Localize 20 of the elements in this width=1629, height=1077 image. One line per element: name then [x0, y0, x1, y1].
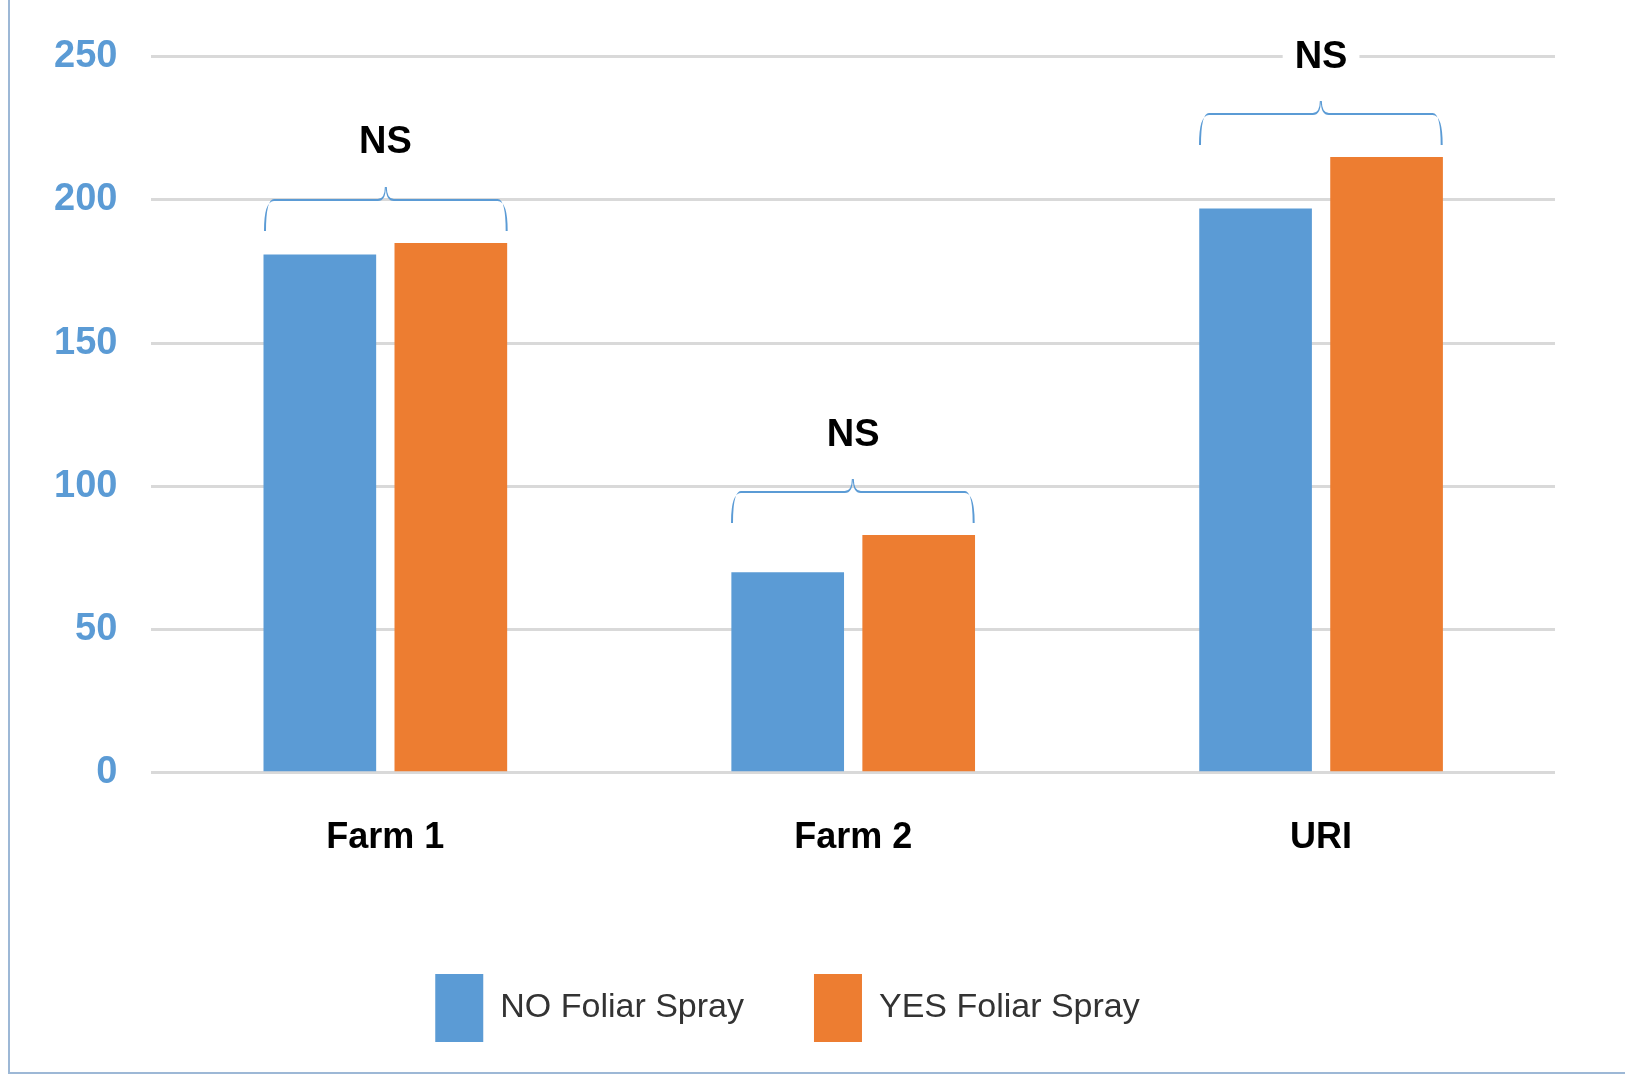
y-tick-label: 150: [54, 319, 118, 362]
bar: [263, 254, 377, 772]
y-tick-label: 250: [54, 33, 118, 76]
x-tick-label: Farm 1: [326, 815, 445, 857]
bar: [1330, 157, 1443, 772]
y-tick-label: 200: [54, 176, 118, 219]
y-tick-label: 0: [96, 749, 118, 792]
bar: [394, 242, 508, 772]
annotation: NS: [826, 411, 880, 454]
legend-label: NO Foliar Spray: [500, 986, 744, 1025]
bar: [1199, 208, 1312, 772]
x-tick-label: Farm 2: [794, 815, 913, 857]
bar: [731, 572, 845, 772]
y-tick-label: 100: [54, 462, 118, 505]
annotation: NS: [358, 119, 412, 162]
bar: [862, 535, 976, 772]
y-tick-label: 50: [75, 606, 118, 649]
x-tick-label: URI: [1290, 815, 1353, 857]
annotation: NS: [1294, 33, 1348, 76]
legend-label: YES Foliar Spray: [878, 986, 1140, 1025]
